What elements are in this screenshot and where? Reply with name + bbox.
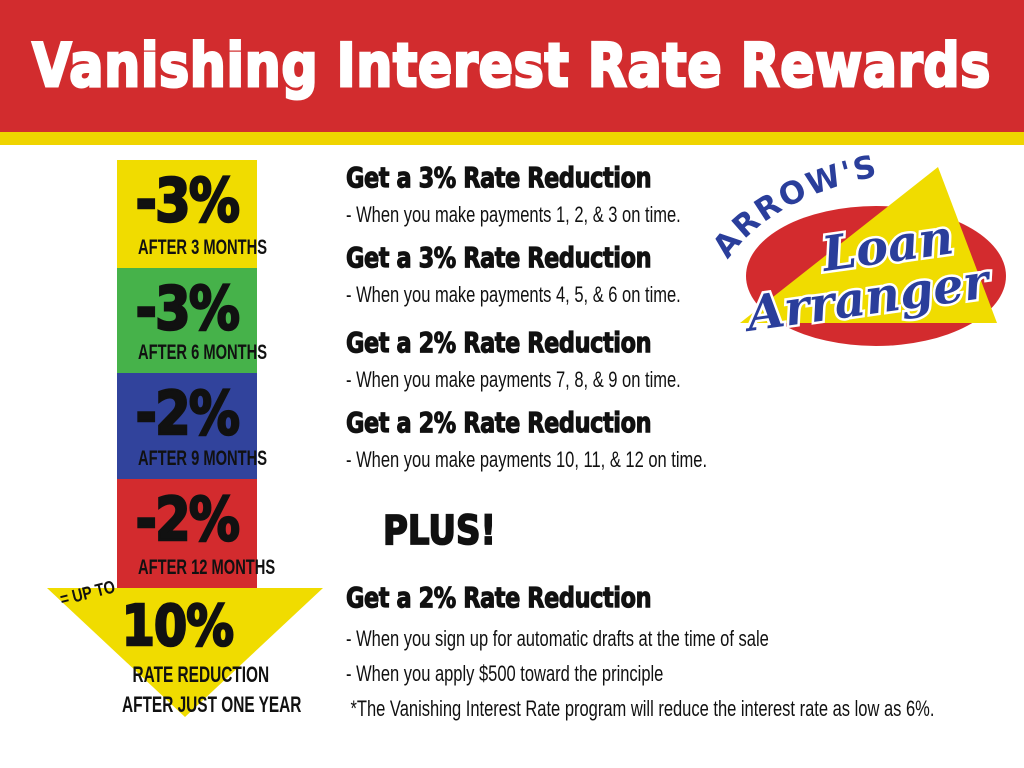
arrow-segment-9-months: -2% AFTER 9 MONTHS bbox=[117, 373, 268, 479]
offer-heading: Get a 2% Rate Reduction bbox=[346, 581, 652, 614]
offer-bullet: - When you make payments 7, 8, & 9 on ti… bbox=[346, 367, 681, 392]
rate-arrow-graphic: -3% AFTER 3 MONTHS -3% AFTER 6 MONTHS -2… bbox=[117, 160, 276, 588]
offer-block-1: Get a 3% Rate Reduction - When you make … bbox=[346, 161, 792, 228]
segment-pct: -3% bbox=[135, 165, 241, 238]
offer-bullet: - When you sign up for automatic drafts … bbox=[346, 626, 769, 651]
offer-heading: Get a 2% Rate Reduction bbox=[346, 326, 652, 359]
final-offer-bullets: - When you sign up for automatic drafts … bbox=[346, 621, 1024, 726]
offer-bullet: - When you make payments 10, 11, & 12 on… bbox=[346, 447, 708, 472]
segment-label: AFTER 6 MONTHS bbox=[138, 341, 268, 364]
segment-label: AFTER 3 MONTHS bbox=[138, 236, 268, 259]
segment-pct: -2% bbox=[135, 378, 241, 451]
offer-bullet: - When you make payments 4, 5, & 6 on ti… bbox=[346, 282, 681, 307]
logo-script-line1: Loan bbox=[817, 209, 957, 283]
total-label-line2: AFTER JUST ONE YEAR bbox=[122, 692, 302, 717]
segment-pct: -3% bbox=[135, 273, 241, 346]
offer-heading: Get a 2% Rate Reduction bbox=[346, 406, 652, 439]
plus-label: PLUS! bbox=[382, 507, 497, 555]
final-offer-block: Get a 2% Rate Reduction - When you sign … bbox=[346, 581, 1024, 726]
total-percent: 10% bbox=[121, 593, 235, 661]
arrow-segment-12-months: -2% AFTER 12 MONTHS bbox=[117, 479, 276, 588]
offer-heading: Get a 3% Rate Reduction bbox=[346, 161, 652, 194]
title-banner: Vanishing Interest Rate Rewards bbox=[0, 0, 1024, 132]
offer-footnote: *The Vanishing Interest Rate program wil… bbox=[350, 696, 935, 721]
loan-arranger-logo: ARROW'S Loan Arranger bbox=[710, 150, 1006, 346]
segment-label: AFTER 9 MONTHS bbox=[138, 447, 268, 470]
offer-bullet: - When you make payments 1, 2, & 3 on ti… bbox=[346, 202, 681, 227]
offer-bullet: - When you apply $500 toward the princip… bbox=[346, 661, 664, 686]
logo-arrow-shape bbox=[740, 167, 997, 323]
arrowhead-shape bbox=[47, 588, 323, 717]
yellow-stripe bbox=[0, 132, 1024, 145]
total-label-line1: RATE REDUCTION bbox=[132, 662, 270, 687]
arrow-segment-6-months: -3% AFTER 6 MONTHS bbox=[117, 268, 268, 373]
segment-label: AFTER 12 MONTHS bbox=[138, 556, 276, 579]
arrow-segment-3-months: -3% AFTER 3 MONTHS bbox=[117, 160, 268, 268]
offer-block-3: Get a 2% Rate Reduction - When you make … bbox=[346, 326, 792, 393]
offer-heading: Get a 3% Rate Reduction bbox=[346, 241, 652, 274]
page-title: Vanishing Interest Rate Rewards bbox=[31, 30, 992, 103]
arrowhead-icon bbox=[47, 588, 323, 717]
segment-pct: -2% bbox=[135, 484, 241, 557]
offer-block-2: Get a 3% Rate Reduction - When you make … bbox=[346, 241, 792, 308]
offer-block-4: Get a 2% Rate Reduction - When you make … bbox=[346, 406, 827, 473]
